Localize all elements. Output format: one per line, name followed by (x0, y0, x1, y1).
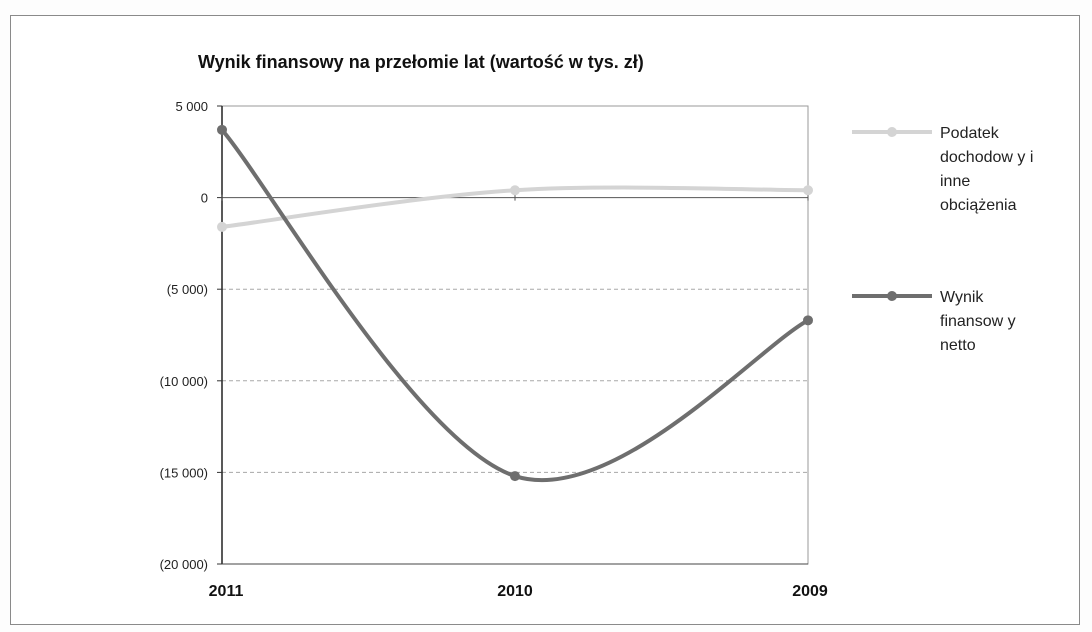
y-tick-label: 5 000 (175, 99, 208, 114)
chart-frame (10, 15, 1080, 625)
y-tick-label: (5 000) (167, 282, 208, 297)
legend-label-line: inne (940, 173, 970, 190)
data-point (510, 185, 520, 196)
legend-label-line: Wynik (940, 289, 984, 306)
legend-label-line: obciążenia (940, 197, 1017, 214)
series-group (217, 124, 813, 483)
x-tick-label: 2009 (792, 583, 828, 600)
y-tick-label: (20 000) (160, 557, 208, 572)
data-point (510, 471, 520, 482)
data-point (217, 221, 227, 232)
axes (221, 105, 809, 565)
legend-label-line: netto (940, 337, 976, 354)
plot-area-border (221, 105, 809, 565)
chart-title: Wynik finansowy na przełomie lat (wartoś… (198, 52, 644, 72)
legend-label-line: Podatek (940, 125, 1000, 142)
gridlines (222, 288, 808, 473)
data-point (803, 185, 813, 196)
data-point (217, 124, 227, 135)
x-tick-label: 2011 (209, 583, 244, 600)
y-tick-label: 0 (201, 191, 208, 206)
legend-swatch-marker (887, 291, 897, 301)
legend-swatch-marker (887, 127, 897, 137)
y-tick-label: (15 000) (160, 465, 208, 480)
y-axis-ticks: 5 000 0 (5 000) (10 000) (15 000) (20 000) (160, 99, 222, 572)
legend: Podatek dochodow y i inne obciążenia Wynik fi… (852, 125, 1033, 354)
x-tick-label: 2010 (497, 583, 533, 600)
legend-label-line: dochodow y i (940, 149, 1033, 166)
x-axis-ticks: 2011 2010 2009 (209, 194, 828, 600)
y-tick-label: (10 000) (160, 374, 208, 389)
series-line-2 (220, 127, 810, 483)
legend-label-line: finansow y (940, 313, 1016, 330)
data-point (803, 315, 813, 326)
